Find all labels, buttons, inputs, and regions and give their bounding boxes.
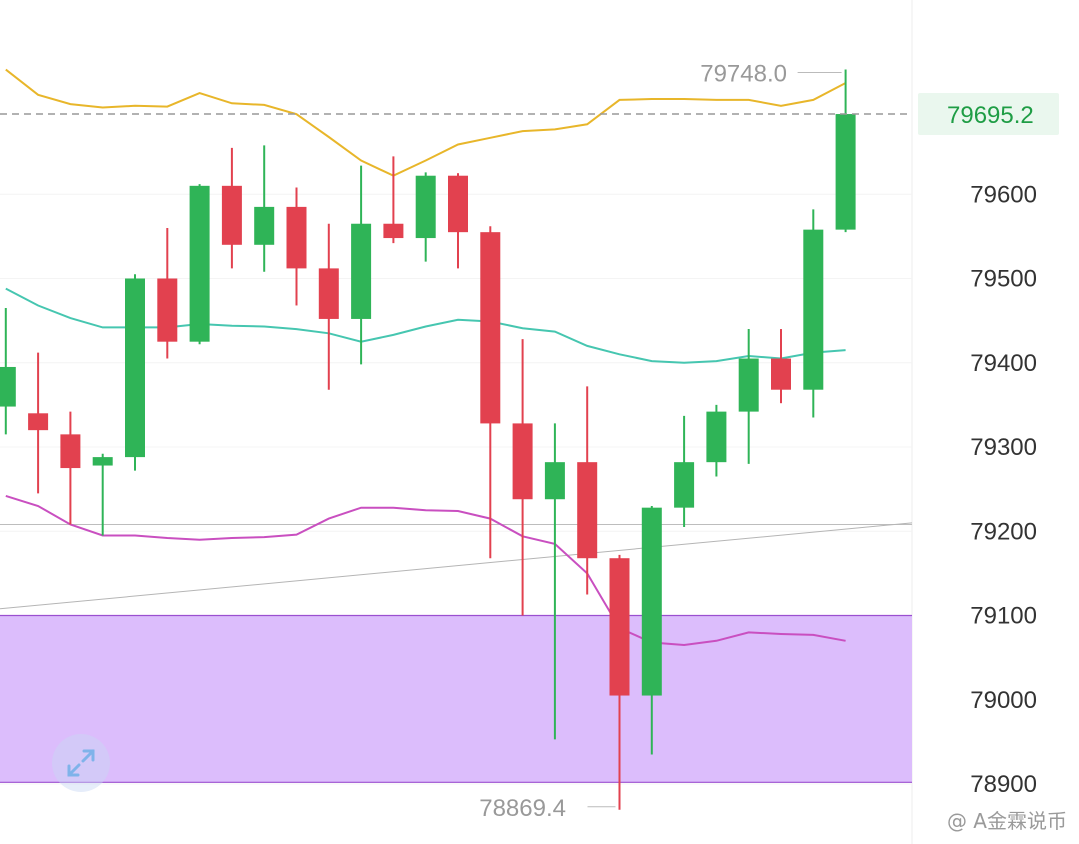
candle-body xyxy=(577,462,598,559)
candle-body xyxy=(60,434,81,469)
candle-body xyxy=(706,411,727,463)
candle-body xyxy=(28,413,49,431)
candle-body xyxy=(674,462,695,508)
candle-body xyxy=(383,223,404,239)
expand-chart-button[interactable] xyxy=(52,734,110,792)
y-tick-label: 79100 xyxy=(970,603,1037,630)
low-price-label: 78869.4 xyxy=(479,795,566,822)
y-tick-label: 79400 xyxy=(970,350,1037,377)
candle-body xyxy=(221,185,242,245)
support-zone xyxy=(0,615,912,783)
candle-body xyxy=(415,175,436,239)
high-price-label: 79748.0 xyxy=(700,61,787,88)
candle-body xyxy=(157,278,178,342)
watermark: @ A金霖说币 xyxy=(947,805,1067,834)
candle-body xyxy=(92,457,113,466)
y-tick-label: 79200 xyxy=(970,518,1037,545)
y-tick-label: 79300 xyxy=(970,434,1037,461)
expand-arrows-icon xyxy=(67,749,95,777)
y-tick-label: 79600 xyxy=(970,181,1037,208)
y-tick-label: 78900 xyxy=(970,771,1037,798)
middle-band-line xyxy=(5,287,846,364)
lower-band-line xyxy=(5,494,846,647)
y-tick-label: 79000 xyxy=(970,687,1037,714)
y-tick-label: 79500 xyxy=(970,266,1037,293)
watermark-text: @ A金霖说币 xyxy=(946,809,1067,833)
candle-body xyxy=(189,185,210,342)
candle-body xyxy=(771,358,791,390)
candle-body xyxy=(641,507,662,696)
candle-body xyxy=(512,423,533,500)
current-price-label: 79695.2 xyxy=(947,102,1034,129)
candle-body xyxy=(351,223,372,319)
current-price-tag-bg xyxy=(918,93,1059,136)
trend-line xyxy=(0,522,913,610)
candle-body xyxy=(803,229,824,390)
candle-body xyxy=(480,232,501,424)
candle-body xyxy=(286,206,307,269)
candle-body xyxy=(318,268,339,319)
candle-body xyxy=(835,114,856,230)
upper-band-line xyxy=(5,68,847,177)
candle-body xyxy=(125,278,145,458)
candle-body xyxy=(544,462,565,500)
candle-body xyxy=(0,366,16,407)
candle-body xyxy=(609,558,630,696)
candle-body xyxy=(448,175,468,233)
candle-body xyxy=(254,206,275,245)
candle-body xyxy=(738,358,759,412)
